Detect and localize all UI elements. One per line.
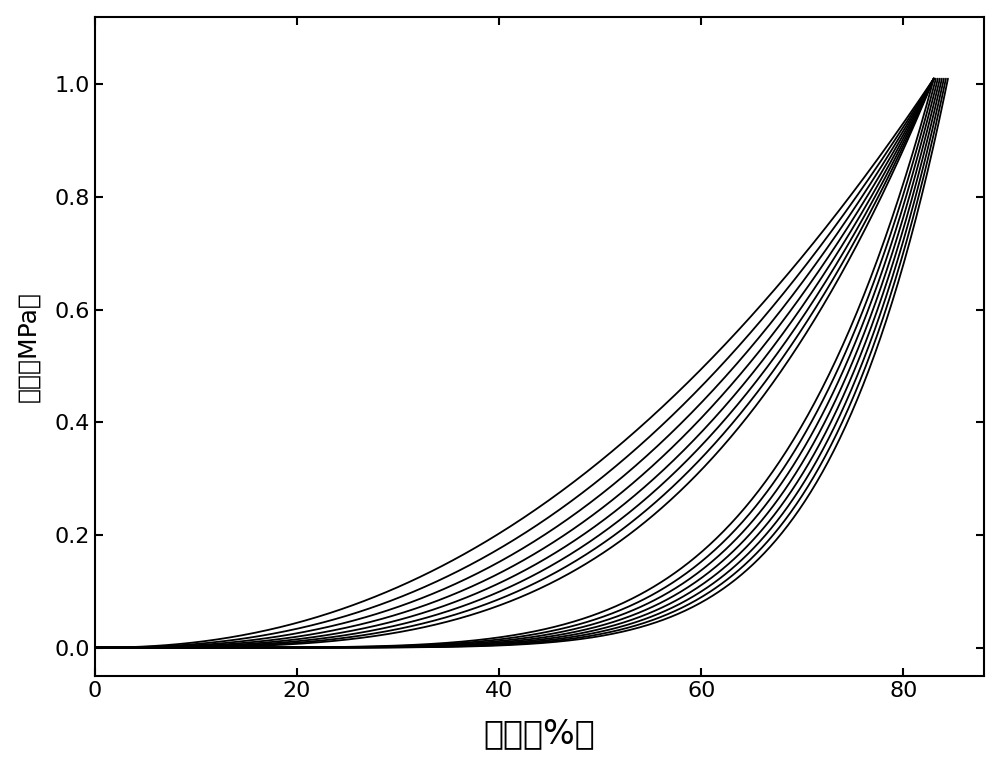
X-axis label: 应变（%）: 应变（%） xyxy=(483,717,596,750)
Y-axis label: 应力（MPa）: 应力（MPa） xyxy=(17,291,41,402)
